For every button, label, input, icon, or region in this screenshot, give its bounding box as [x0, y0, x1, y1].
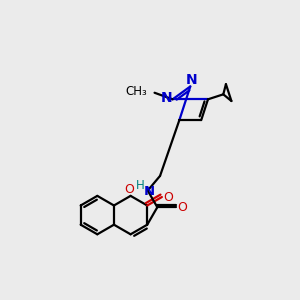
Text: N: N [185, 73, 197, 87]
Text: H: H [136, 178, 144, 191]
Text: CH₃: CH₃ [125, 85, 147, 98]
Text: O: O [163, 190, 173, 203]
Text: N: N [144, 185, 155, 198]
Text: N: N [160, 91, 172, 105]
Text: O: O [177, 201, 187, 214]
Text: O: O [124, 183, 134, 196]
